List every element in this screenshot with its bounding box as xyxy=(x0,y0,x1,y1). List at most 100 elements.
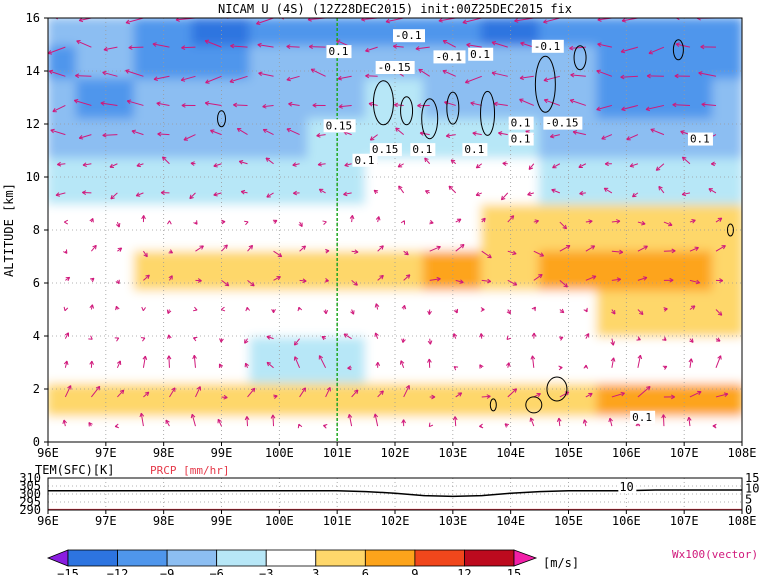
wind-vector xyxy=(476,163,483,169)
wind-vector-head xyxy=(192,336,198,342)
wind-vector xyxy=(57,163,66,166)
wind-vector-head xyxy=(618,249,624,255)
contour-label: -0.1 xyxy=(435,50,462,63)
sub-y-left-tick-label: 305 xyxy=(19,479,41,493)
main-chart: 96E 97E 98E 99E 100E 101E 102E 103E 104E 105E 106E… xyxy=(2,11,756,460)
wind-vector xyxy=(102,134,118,136)
x-tick-label: 105E xyxy=(554,446,583,460)
wind-vector xyxy=(246,416,249,427)
wind-vector-head xyxy=(620,391,625,397)
wind-vector-head xyxy=(143,252,148,258)
contour-line xyxy=(726,223,734,237)
wind-vector xyxy=(79,134,92,139)
wind-vector-head xyxy=(379,390,384,395)
wind-vector xyxy=(153,75,170,80)
wind-vector xyxy=(221,279,230,287)
wind-vector xyxy=(596,70,613,77)
wind-vector-head xyxy=(250,281,255,287)
contour-label-bg xyxy=(369,143,402,157)
wind-vector xyxy=(708,188,717,194)
wind-vector-head xyxy=(472,131,477,136)
wind-vector-head xyxy=(292,162,297,167)
wind-vector-head xyxy=(180,77,186,82)
wind-vector xyxy=(455,392,462,398)
wind-vector-head xyxy=(393,102,399,108)
wind-vector-head xyxy=(636,336,641,341)
colorbar-segment xyxy=(67,549,118,567)
wind-vector xyxy=(183,134,196,141)
vector-legend-label: Wx100(vector) xyxy=(672,548,758,561)
wind-vector-head xyxy=(244,339,249,344)
wind-vector-head xyxy=(213,162,218,168)
wind-vector-head xyxy=(92,244,97,250)
wind-vector-head xyxy=(717,217,723,222)
colorbar-unit: [m/s] xyxy=(543,556,579,570)
wind-vector xyxy=(689,391,702,398)
wind-vector-head xyxy=(681,191,687,197)
wind-vector xyxy=(444,101,456,106)
wind-vector xyxy=(365,46,378,52)
wind-vector-head xyxy=(425,190,430,195)
wind-vector xyxy=(262,104,274,108)
wind-vector-head xyxy=(293,356,299,361)
wind-vector xyxy=(272,414,275,427)
wind-vector-head xyxy=(475,164,481,169)
colorbar: −15 −12 −9 −6 −3 3 6 9 12 15 xyxy=(46,549,538,575)
colorbar-segment xyxy=(117,549,168,567)
u-cell xyxy=(712,116,742,159)
wind-vector-head xyxy=(616,219,621,224)
wind-vector xyxy=(377,390,384,398)
wind-vector-head xyxy=(244,416,250,421)
wind-vector-head xyxy=(160,190,165,196)
wind-vector-head xyxy=(520,41,525,47)
u-cell xyxy=(712,248,742,291)
wind-vector-head xyxy=(156,101,161,107)
wind-vector xyxy=(374,413,379,427)
wind-vector-head xyxy=(662,336,667,341)
wind-vector xyxy=(257,44,274,48)
wind-vector-head xyxy=(110,194,115,200)
wind-vector-head xyxy=(369,136,375,141)
y-tick-label: 16 xyxy=(26,11,40,25)
wind-vector-head xyxy=(135,192,141,197)
wind-vector-head xyxy=(277,252,283,258)
wind-vector-head xyxy=(450,159,456,164)
wind-vector-head xyxy=(643,245,648,250)
u-cell xyxy=(48,76,78,119)
wind-vector-head xyxy=(76,39,81,45)
wind-vector xyxy=(550,134,560,138)
wind-vector-head xyxy=(266,193,271,198)
wind-vector xyxy=(241,191,248,194)
u-cell xyxy=(538,335,599,384)
u-cell xyxy=(654,76,715,119)
wind-vector-head xyxy=(479,333,484,338)
wind-vector-head xyxy=(140,337,146,342)
wind-vector-head xyxy=(642,276,648,281)
wind-vector-head xyxy=(88,422,93,427)
wind-vector-head xyxy=(337,75,343,81)
wind-vector xyxy=(507,279,517,286)
u-cell xyxy=(48,18,78,46)
wind-vector xyxy=(637,309,644,315)
wind-vector-head xyxy=(626,136,631,141)
contour-label: -0.1 xyxy=(534,40,561,53)
u-cell xyxy=(712,76,742,119)
wind-vector-head xyxy=(427,358,432,363)
wind-vector xyxy=(543,75,560,81)
wind-vector-head xyxy=(688,358,694,363)
wind-vector-head xyxy=(504,423,510,428)
wind-vector xyxy=(205,102,222,106)
sub-x-tick-label: 101E xyxy=(323,514,352,528)
wind-vector-head xyxy=(604,161,609,167)
wind-vector xyxy=(637,355,641,368)
sub-x-tick-label: 100E xyxy=(265,514,294,528)
wind-vector xyxy=(237,128,248,136)
wind-vector-head xyxy=(694,246,699,251)
u-cell xyxy=(249,76,310,119)
wind-vector xyxy=(585,245,595,252)
contour-label: -0.15 xyxy=(545,117,578,130)
wind-vector xyxy=(343,192,352,196)
wind-vector-head xyxy=(675,42,680,47)
